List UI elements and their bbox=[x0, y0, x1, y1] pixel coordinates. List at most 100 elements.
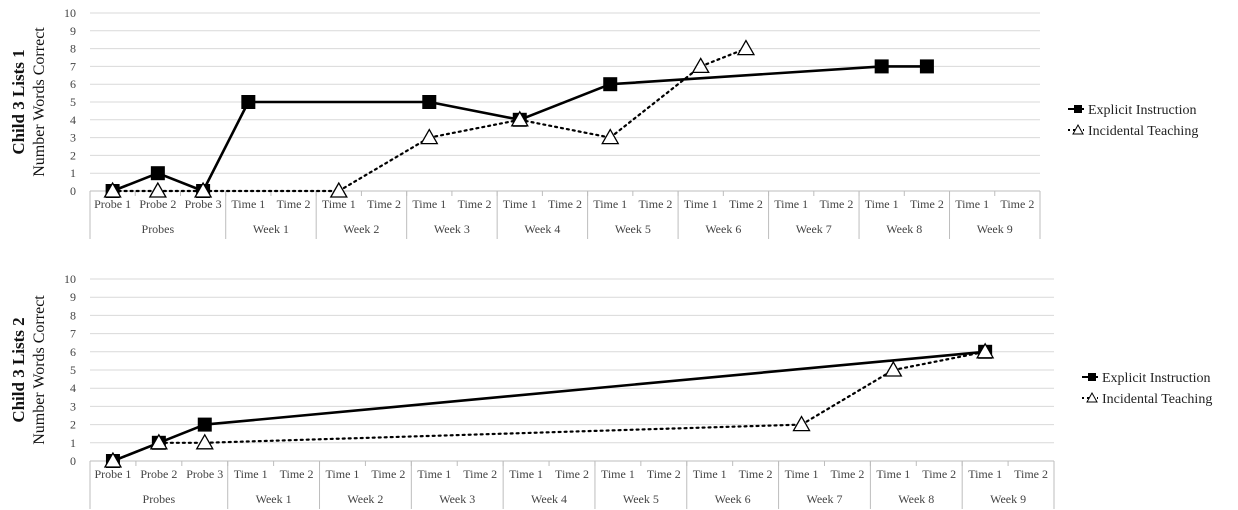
series-segment bbox=[609, 65, 702, 139]
series-segment bbox=[518, 82, 612, 122]
series-segment bbox=[201, 100, 250, 193]
data-point bbox=[241, 95, 256, 109]
series-segment bbox=[111, 441, 160, 463]
y-tick-label: 1 bbox=[70, 166, 76, 180]
data-point bbox=[193, 181, 213, 198]
series-segment bbox=[203, 423, 803, 444]
x-tick-label: Time 2 bbox=[367, 197, 401, 211]
x-tick-label: Time 2 bbox=[277, 197, 311, 211]
data-point bbox=[150, 166, 165, 181]
x-tick-label: Probe 2 bbox=[140, 467, 177, 481]
y-tick-label: 6 bbox=[70, 345, 76, 359]
x-group-label: Week 8 bbox=[898, 492, 934, 506]
data-point bbox=[197, 417, 212, 432]
y-tick-label: 3 bbox=[70, 131, 76, 145]
x-tick-label: Time 1 bbox=[876, 467, 910, 481]
legend: Explicit Instruction Incidental Teaching bbox=[1068, 103, 1198, 139]
series-segment bbox=[699, 47, 748, 68]
y-tick-label: 2 bbox=[70, 418, 76, 432]
x-tick-label: Time 1 bbox=[503, 197, 537, 211]
x-group-label: Week 3 bbox=[439, 492, 475, 506]
x-tick-label: Time 1 bbox=[412, 197, 446, 211]
x-group-label: Week 5 bbox=[623, 492, 659, 506]
x-group-label: Week 3 bbox=[434, 222, 470, 236]
x-tick-label: Time 1 bbox=[509, 467, 543, 481]
x-group-label: Week 9 bbox=[977, 222, 1013, 236]
y-axis-title: Child 3 Lists 1 bbox=[9, 49, 28, 154]
x-tick-label: Time 1 bbox=[234, 467, 268, 481]
y-tick-label: 7 bbox=[70, 327, 76, 341]
series-segment bbox=[203, 350, 987, 426]
series-incidental-teaching bbox=[103, 342, 995, 468]
data-point bbox=[601, 128, 620, 145]
y-tick-label: 8 bbox=[70, 308, 76, 322]
y-tick-label: 4 bbox=[70, 381, 76, 395]
x-tick-label: Probe 3 bbox=[186, 467, 223, 481]
x-tick-label: Time 2 bbox=[1014, 467, 1048, 481]
data-point bbox=[874, 59, 889, 74]
x-tick-label: Time 1 bbox=[326, 467, 360, 481]
y-axis-label: Number Words Correct bbox=[31, 27, 48, 177]
y-tick-label: 9 bbox=[70, 290, 76, 304]
x-tick-label: Time 1 bbox=[865, 197, 899, 211]
legend-label: Incidental Teaching bbox=[1088, 124, 1198, 139]
legend-marker bbox=[1072, 123, 1084, 135]
data-point bbox=[919, 59, 934, 74]
x-tick-label: Time 2 bbox=[371, 467, 405, 481]
legend-marker bbox=[1086, 391, 1098, 403]
y-tick-label: 10 bbox=[64, 6, 76, 20]
x-tick-label: Time 1 bbox=[231, 197, 265, 211]
x-tick-label: Time 2 bbox=[910, 197, 944, 211]
y-tick-label: 6 bbox=[70, 77, 76, 91]
x-tick-label: Time 1 bbox=[968, 467, 1002, 481]
series-segment bbox=[800, 368, 895, 426]
data-point bbox=[148, 181, 167, 198]
x-tick-label: Time 1 bbox=[785, 467, 819, 481]
legend-label: Explicit Instruction bbox=[1102, 371, 1210, 386]
data-point bbox=[691, 57, 710, 74]
x-tick-label: Time 2 bbox=[830, 467, 864, 481]
data-point bbox=[976, 342, 995, 359]
series-segment bbox=[427, 100, 522, 122]
series-segment bbox=[428, 118, 521, 139]
y-tick-label: 5 bbox=[70, 363, 76, 377]
series-segment bbox=[337, 136, 431, 193]
series-segment bbox=[157, 423, 207, 445]
legend-marker bbox=[1074, 105, 1082, 113]
y-tick-label: 1 bbox=[70, 436, 76, 450]
data-point bbox=[884, 360, 903, 377]
data-point bbox=[103, 181, 122, 198]
x-group-label: Week 7 bbox=[806, 492, 842, 506]
x-tick-label: Time 2 bbox=[548, 197, 582, 211]
y-tick-label: 9 bbox=[70, 24, 76, 38]
y-tick-label: 8 bbox=[70, 42, 76, 56]
y-tick-label: 4 bbox=[70, 113, 76, 127]
x-tick-label: Time 1 bbox=[417, 467, 451, 481]
x-group-label: Week 5 bbox=[615, 222, 651, 236]
legend-label: Incidental Teaching bbox=[1102, 392, 1212, 407]
x-group-label: Week 1 bbox=[256, 492, 292, 506]
x-group-label: Week 2 bbox=[343, 222, 379, 236]
y-axis-label: Number Words Correct bbox=[31, 295, 48, 445]
series-segment bbox=[518, 118, 612, 139]
x-tick-label: Time 1 bbox=[684, 197, 718, 211]
x-tick-label: Time 2 bbox=[639, 197, 673, 211]
series-explicit-instruction bbox=[105, 59, 934, 198]
data-point bbox=[195, 433, 214, 450]
chart-panel-1: 0 1 2 3 4 5 6 7 8 9 10 Probe 1 Probe 2 Probe 3 Time 1 T… bbox=[9, 6, 1198, 239]
x-group-label: Week 4 bbox=[531, 492, 567, 506]
x-tick-label: Time 1 bbox=[774, 197, 808, 211]
x-tick-label: Time 2 bbox=[647, 467, 681, 481]
legend: Explicit Instruction Incidental Teaching bbox=[1082, 371, 1212, 407]
data-point bbox=[792, 415, 811, 432]
x-tick-label: Time 1 bbox=[955, 197, 989, 211]
x-tick-label: Time 2 bbox=[280, 467, 314, 481]
y-tick-label: 10 bbox=[64, 272, 76, 286]
x-group-label: Week 4 bbox=[524, 222, 560, 236]
x-tick-label: Probe 1 bbox=[94, 467, 131, 481]
data-point bbox=[329, 181, 348, 198]
legend-marker bbox=[1088, 373, 1096, 381]
x-group-label: Week 1 bbox=[253, 222, 289, 236]
x-group-label: Week 6 bbox=[705, 222, 741, 236]
